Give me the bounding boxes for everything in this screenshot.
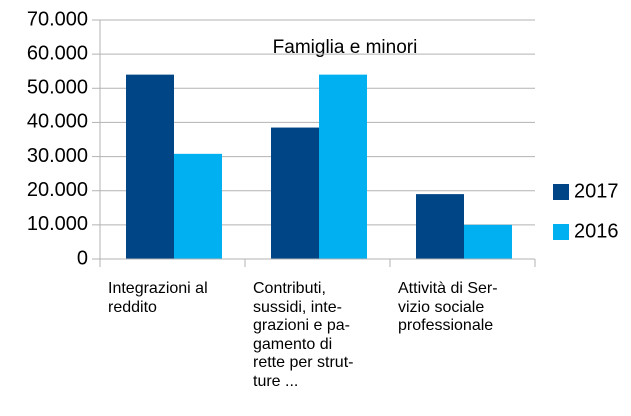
legend-label: 2016	[574, 220, 619, 242]
y-tick-label: 40.000	[27, 111, 88, 133]
legend-swatch	[553, 184, 569, 200]
y-tick-label: 30.000	[27, 145, 88, 167]
legend-label: 2017	[574, 180, 619, 202]
y-tick-label: 50.000	[27, 77, 88, 99]
y-tick-label: 20.000	[27, 179, 88, 201]
bar	[126, 74, 174, 259]
bar	[319, 74, 367, 259]
legend-swatch	[553, 224, 569, 240]
x-tick-label: Attività di Ser- vizio sociale professio…	[398, 280, 498, 334]
bar	[174, 153, 222, 259]
y-tick-label: 0	[77, 247, 88, 269]
x-tick-label: Integrazioni al reddito	[108, 280, 208, 316]
chart-title: Famiglia e minori	[273, 37, 418, 58]
x-tick-label: Contributi, sussidi, inte- grazioni e pa…	[253, 280, 354, 390]
bar	[271, 127, 319, 259]
bar	[416, 194, 464, 259]
y-tick-label: 10.000	[27, 213, 88, 235]
bar	[464, 224, 512, 259]
y-tick-label: 60.000	[27, 42, 88, 64]
y-tick-label: 70.000	[27, 8, 88, 30]
